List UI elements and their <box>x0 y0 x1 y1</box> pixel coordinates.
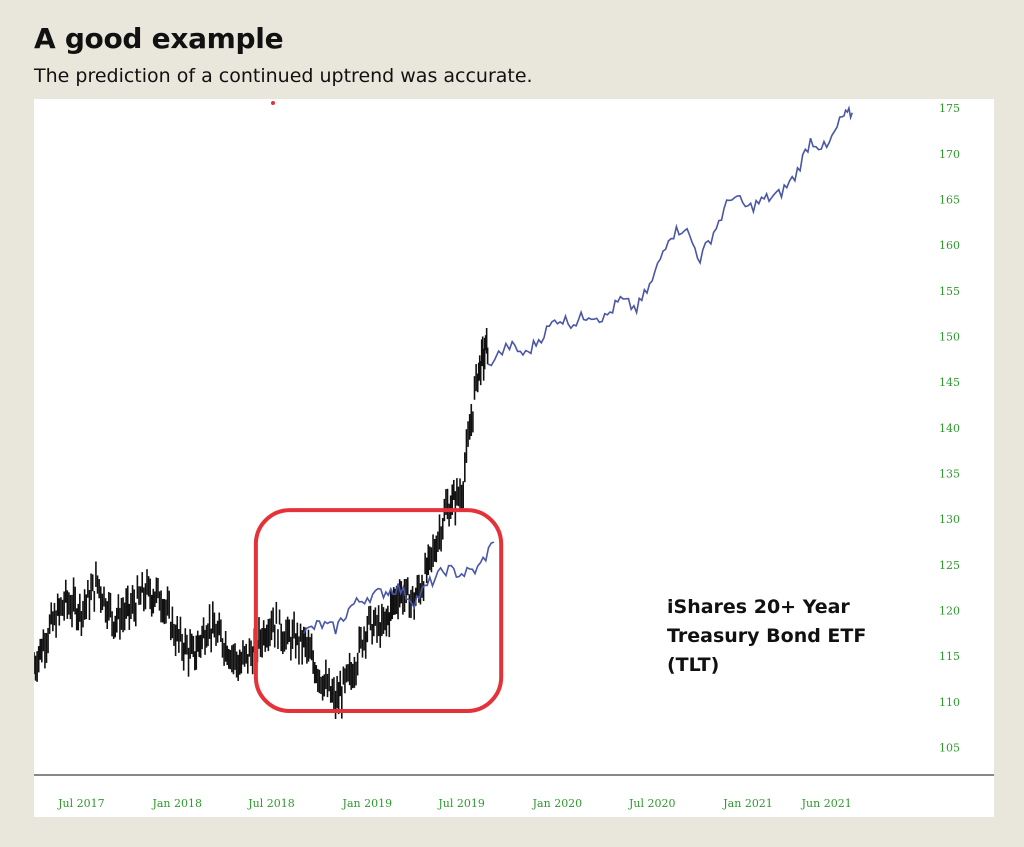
y-tick-label: 165 <box>939 193 960 206</box>
annotation-line-2: Treasury Bond ETF <box>667 625 867 647</box>
y-tick-label: 115 <box>939 650 960 663</box>
y-tick-label: 175 <box>939 102 960 115</box>
annotation-line-1: iShares 20+ Year <box>667 596 850 618</box>
price-chart: 105 110 115 120 125 130 135 140 145 150 155 160 165 1… <box>34 101 994 810</box>
x-tick-label: Jan 2019 <box>342 797 393 810</box>
y-tick-label: 105 <box>939 742 960 755</box>
y-tick-label: 155 <box>939 285 960 298</box>
y-tick-label: 145 <box>939 376 960 389</box>
fund-annotation: iShares 20+ Year Treasury Bond ETF (TLT) <box>667 593 866 680</box>
forecast-line-1 <box>303 541 495 635</box>
y-tick-label: 170 <box>939 148 960 161</box>
x-tick-label: Jul 2018 <box>247 797 295 810</box>
chart-panel: 105 110 115 120 125 130 135 140 145 150 155 160 165 1… <box>34 99 994 817</box>
chart-title: A good example <box>34 22 284 55</box>
y-tick-label: 135 <box>939 468 960 481</box>
y-tick-label: 130 <box>939 513 960 526</box>
y-tick-label: 160 <box>939 239 960 252</box>
chart-subtitle: The prediction of a continued uptrend wa… <box>34 65 533 87</box>
annotation-line-3: (TLT) <box>667 654 720 676</box>
x-tick-label: Jan 2021 <box>722 797 773 810</box>
y-tick-label: 110 <box>939 696 960 709</box>
x-tick-label: Jan 2018 <box>151 797 202 810</box>
x-tick-label: Jun 2021 <box>801 797 852 810</box>
y-tick-label: 150 <box>939 331 960 344</box>
y-tick-label: 125 <box>939 559 960 572</box>
red-marker-dot <box>271 101 275 105</box>
x-tick-label: Jul 2017 <box>57 797 105 810</box>
y-tick-label: 120 <box>939 605 960 618</box>
x-tick-label: Jul 2020 <box>628 797 676 810</box>
x-tick-label: Jul 2019 <box>437 797 485 810</box>
highlight-box <box>253 508 504 714</box>
x-tick-label: Jan 2020 <box>532 797 583 810</box>
y-tick-label: 140 <box>939 422 960 435</box>
forecast-line-2 <box>487 105 853 367</box>
